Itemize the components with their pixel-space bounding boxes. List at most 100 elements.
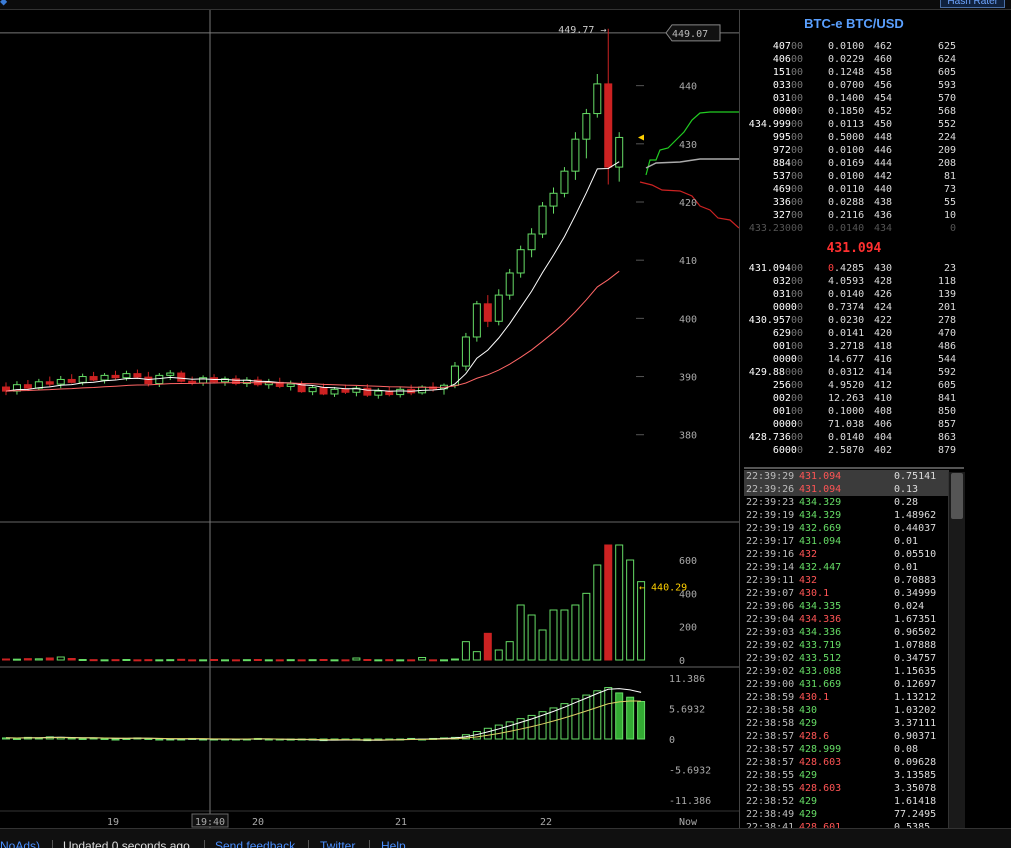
macd-bar xyxy=(615,692,624,740)
ask-row[interactable]: 03100 0.1400 454 570 xyxy=(740,92,968,105)
twitter-link[interactable]: Twitter xyxy=(320,839,356,848)
ask-row[interactable]: 433.23000 0.0140 434 0 xyxy=(740,222,968,235)
noads-link[interactable]: NoAds) xyxy=(0,839,41,848)
ask-row[interactable]: 15100 0.1248 458 605 xyxy=(740,66,968,79)
trade-row[interactable]: 22:38:58 430 1.03202 xyxy=(744,704,949,717)
trade-row[interactable]: 22:38:57 428.603 0.09628 xyxy=(744,756,949,769)
trade-row[interactable]: 22:39:26 431.094 0.13 xyxy=(744,483,949,496)
volume-bar xyxy=(374,659,383,662)
trade-row[interactable]: 22:39:16 432 0.05510 xyxy=(744,548,949,561)
bid-row[interactable]: 430.95700 0.0230 422 278 xyxy=(740,314,968,327)
crosshair-price-box xyxy=(665,24,721,42)
bid-row[interactable]: 428.73600 0.0140 404 863 xyxy=(740,431,968,444)
trade-time: 22:38:58 xyxy=(746,705,795,716)
trade-row[interactable]: 22:38:55 429 3.13585 xyxy=(744,769,949,782)
bid-row[interactable]: 00000 0.7374 424 201 xyxy=(740,301,968,314)
ask-row[interactable]: 32700 0.2116 436 10 xyxy=(740,209,968,222)
trade-row[interactable]: 22:39:07 430.1 0.34999 xyxy=(744,587,949,600)
trade-row[interactable]: 22:39:02 433.512 0.34757 xyxy=(744,652,949,665)
candle xyxy=(341,388,350,393)
trade-amount: 1.15635 xyxy=(894,666,937,677)
ask-row[interactable]: 53700 0.0100 442 81 xyxy=(740,170,968,183)
trade-row[interactable]: 22:39:11 432 0.70883 xyxy=(744,574,949,587)
trade-amount: 0.44037 xyxy=(894,523,937,534)
ask-row[interactable]: 40700 0.0100 462 625 xyxy=(740,40,968,53)
bid-row[interactable]: 00100 0.1000 408 850 xyxy=(740,405,968,418)
volume-bar xyxy=(78,659,87,661)
candle xyxy=(461,336,470,367)
bid-row[interactable]: 00100 3.2718 418 486 xyxy=(740,340,968,353)
ob-total: 605 xyxy=(937,67,956,78)
trade-row[interactable]: 22:39:19 432.669 0.44037 xyxy=(744,522,949,535)
trade-row[interactable]: 22:38:55 428.603 3.35078 xyxy=(744,782,949,795)
trade-row[interactable]: 22:38:49 429 77.2495 xyxy=(744,808,949,821)
ob-amount: 0.1850 xyxy=(828,106,865,117)
bid-row[interactable]: 431.09400 0.4285 430 23 xyxy=(740,262,968,275)
ask-row[interactable]: 434.99900 0.0113 450 552 xyxy=(740,118,968,131)
bid-row[interactable]: 03200 4.0593 428 118 xyxy=(740,275,968,288)
ask-row[interactable]: 40600 0.0229 460 624 xyxy=(740,53,968,66)
trade-row[interactable]: 22:39:03 434.336 0.96502 xyxy=(744,626,949,639)
ask-row[interactable]: 99500 0.5000 448 224 xyxy=(740,131,968,144)
ob-price: 431.09400 xyxy=(748,263,803,274)
bid-row[interactable]: 429.88000 0.0312 414 592 xyxy=(740,366,968,379)
market-title: BTC-e BTC/USD xyxy=(804,16,904,31)
bid-row[interactable]: 62900 0.0141 420 470 xyxy=(740,327,968,340)
trade-price: 432.447 xyxy=(799,562,842,573)
trade-row[interactable]: 22:38:41 428.601 0.5385 xyxy=(744,821,949,828)
trade-row[interactable]: 22:39:04 434.336 1.67351 xyxy=(744,613,949,626)
trades-scrollbar[interactable] xyxy=(948,472,965,828)
price-chart[interactable]: 440430420410400390380600400200011.3865.6… xyxy=(0,10,739,828)
send-feedback-link[interactable]: Send feedback xyxy=(215,839,296,848)
ask-row[interactable]: 00000 0.1850 452 568 xyxy=(740,105,968,118)
help-link[interactable]: Help xyxy=(381,839,406,848)
ob-level: 424 xyxy=(874,302,893,313)
bid-row[interactable]: 00000 14.677 416 544 xyxy=(740,353,968,366)
scrollbar-thumb[interactable] xyxy=(951,473,963,519)
trade-row[interactable]: 22:39:02 433.719 1.07888 xyxy=(744,639,949,652)
trade-row[interactable]: 22:39:00 431.669 0.12697 xyxy=(744,678,949,691)
ask-row[interactable]: 03300 0.0700 456 593 xyxy=(740,79,968,92)
trade-row[interactable]: 22:38:57 428.6 0.90371 xyxy=(744,730,949,743)
trade-row[interactable]: 22:38:58 429 3.37111 xyxy=(744,717,949,730)
bid-row[interactable]: 60000 2.5870 402 879 xyxy=(740,444,968,457)
ob-total: 209 xyxy=(937,145,956,156)
ob-price: 03100 xyxy=(772,289,803,300)
hash-rater-button[interactable]: Hash Rater xyxy=(940,0,1005,8)
trade-row[interactable]: 22:39:23 434.329 0.28 xyxy=(744,496,949,509)
trade-row[interactable]: 22:39:17 431.094 0.01 xyxy=(744,535,949,548)
volume-bar xyxy=(12,658,21,661)
volume-bar xyxy=(122,659,131,661)
ob-level: 416 xyxy=(874,354,893,365)
chart-menu-icon[interactable]: ◆ xyxy=(0,0,8,8)
trade-history-list[interactable]: 22:39:29 431.094 0.75141 22:39:26 431.094 0.1… xyxy=(744,470,949,828)
macd-tick-label: -5.6932 xyxy=(669,766,711,777)
trade-row[interactable]: 22:39:06 434.335 0.024 xyxy=(744,600,949,613)
bid-row[interactable]: 00200 12.263 410 841 xyxy=(740,392,968,405)
ask-row[interactable]: 33600 0.0288 438 55 xyxy=(740,196,968,209)
ask-row[interactable]: 46900 0.0110 440 73 xyxy=(740,183,968,196)
ask-row[interactable]: 97200 0.0100 446 209 xyxy=(740,144,968,157)
ob-level: 426 xyxy=(874,289,893,300)
trade-time: 22:39:23 xyxy=(746,497,795,508)
candle xyxy=(516,249,525,274)
trade-row[interactable]: 22:39:14 432.447 0.01 xyxy=(744,561,949,574)
trade-row[interactable]: 22:39:02 433.088 1.15635 xyxy=(744,665,949,678)
trade-time: 22:38:57 xyxy=(746,731,795,742)
ob-level: 446 xyxy=(874,145,893,156)
trade-row[interactable]: 22:38:52 429 1.61418 xyxy=(744,795,949,808)
trade-row[interactable]: 22:39:29 431.094 0.75141 xyxy=(744,470,949,483)
price-tick-label: 440 xyxy=(679,82,697,93)
trade-row[interactable]: 22:38:59 430.1 1.13212 xyxy=(744,691,949,704)
trade-row[interactable]: 22:39:19 434.329 1.48962 xyxy=(744,509,949,522)
volume-bar xyxy=(450,658,459,661)
trade-row[interactable]: 22:38:57 428.999 0.08 xyxy=(744,743,949,756)
chart-labels: 449.77 → 449.07 ← 440.29 xyxy=(558,24,721,594)
separator xyxy=(204,840,205,848)
bid-row[interactable]: 00000 71.038 406 857 xyxy=(740,418,968,431)
ob-amount: 0.0113 xyxy=(828,119,865,130)
bid-row[interactable]: 25600 4.9520 412 605 xyxy=(740,379,968,392)
bid-row[interactable]: 03100 0.0140 426 139 xyxy=(740,288,968,301)
macd-bar xyxy=(637,700,646,740)
ask-row[interactable]: 88400 0.0169 444 208 xyxy=(740,157,968,170)
